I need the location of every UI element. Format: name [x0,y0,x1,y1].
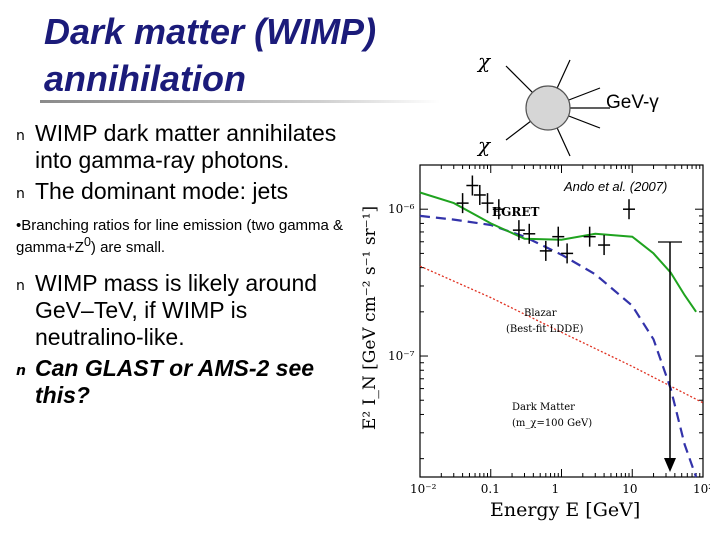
bullet-3: n WIMP mass is likely around GeV–TeV, if … [16,270,318,350]
x-tick-label: 10² [693,482,710,496]
y-ticks: 10⁻⁶ 10⁻⁷ [388,164,703,460]
x-tick-label: 10 [622,482,637,496]
blazar-label-1: Blazar [524,308,557,319]
bullet-1: n WIMP dark matter annihilates into gamma… [16,120,337,173]
curves [419,191,704,478]
egret-point [492,199,505,220]
bullet-marker: n [16,363,26,379]
x-tick-label: 1 [552,482,560,496]
egret-point [598,235,611,256]
annihilation-diagram: χ χ [476,49,610,157]
title-underline [40,100,440,103]
chi-label-bottom: χ [476,133,492,157]
sub-bullet: •Branching ratios for line emission (two… [16,217,344,256]
bullet-marker: n [16,128,25,144]
egret-point [539,240,552,261]
egret-point [456,193,469,214]
bullet-2: n The dominant mode: jets [16,178,346,205]
egret-point [512,220,525,241]
x-axis-label: Energy E [GeV] [490,499,640,521]
chi-label-top: χ [476,49,492,73]
y-tick-label: 10⁻⁷ [388,349,415,363]
y-axis-label: E² I_N [GeV cm⁻² s⁻¹ sr⁻¹] [360,206,380,430]
egret-point [473,184,486,205]
egret-label: EGRET [492,205,540,219]
upper-limit-arrow-head [664,458,676,472]
egret-point [552,226,565,247]
dm-label-2: (m_χ=100 GeV) [512,418,592,429]
bullet-4: n Can GLAST or AMS-2 see this? [16,355,315,408]
title-line-1: Dark matter (WIMP) [44,11,377,52]
x-tick-label: 0.1 [481,482,500,496]
total-curve [419,191,697,313]
dm-label-1: Dark Matter [512,402,575,413]
egret-points [456,175,636,264]
x-ticks: 10⁻² 0.1 1 10 10² [410,165,710,496]
x-tick-label: 10⁻² [410,482,437,496]
egret-point [481,193,494,214]
egret-point [623,199,636,220]
egret-point [466,175,479,196]
blazar-label-2: (Best-fit LDDE) [506,324,584,335]
egret-point [561,243,574,264]
gamma-product-label: GeV-γ [606,92,659,113]
blazar-curve [419,265,704,404]
title-line-2: annihilation [44,58,246,99]
egret-point [583,226,596,247]
annihilation-vertex [525,85,571,131]
y-tick-label: 10⁻⁶ [388,202,415,216]
citation: Ando et al. (2007) [564,179,668,194]
bullet-marker: n [16,278,25,294]
bullet-marker: n [16,186,25,202]
egret-point [523,223,536,244]
slide-title: Dark matter (WIMP) annihilation [44,8,464,102]
spectrum-chart: 10⁻⁶ 10⁻⁷ 10⁻² 0.1 1 10 10² EGRET Blazar (Bes… [360,164,710,521]
bullet-list: n WIMP dark matter annihilates into gamma… [16,120,346,413]
